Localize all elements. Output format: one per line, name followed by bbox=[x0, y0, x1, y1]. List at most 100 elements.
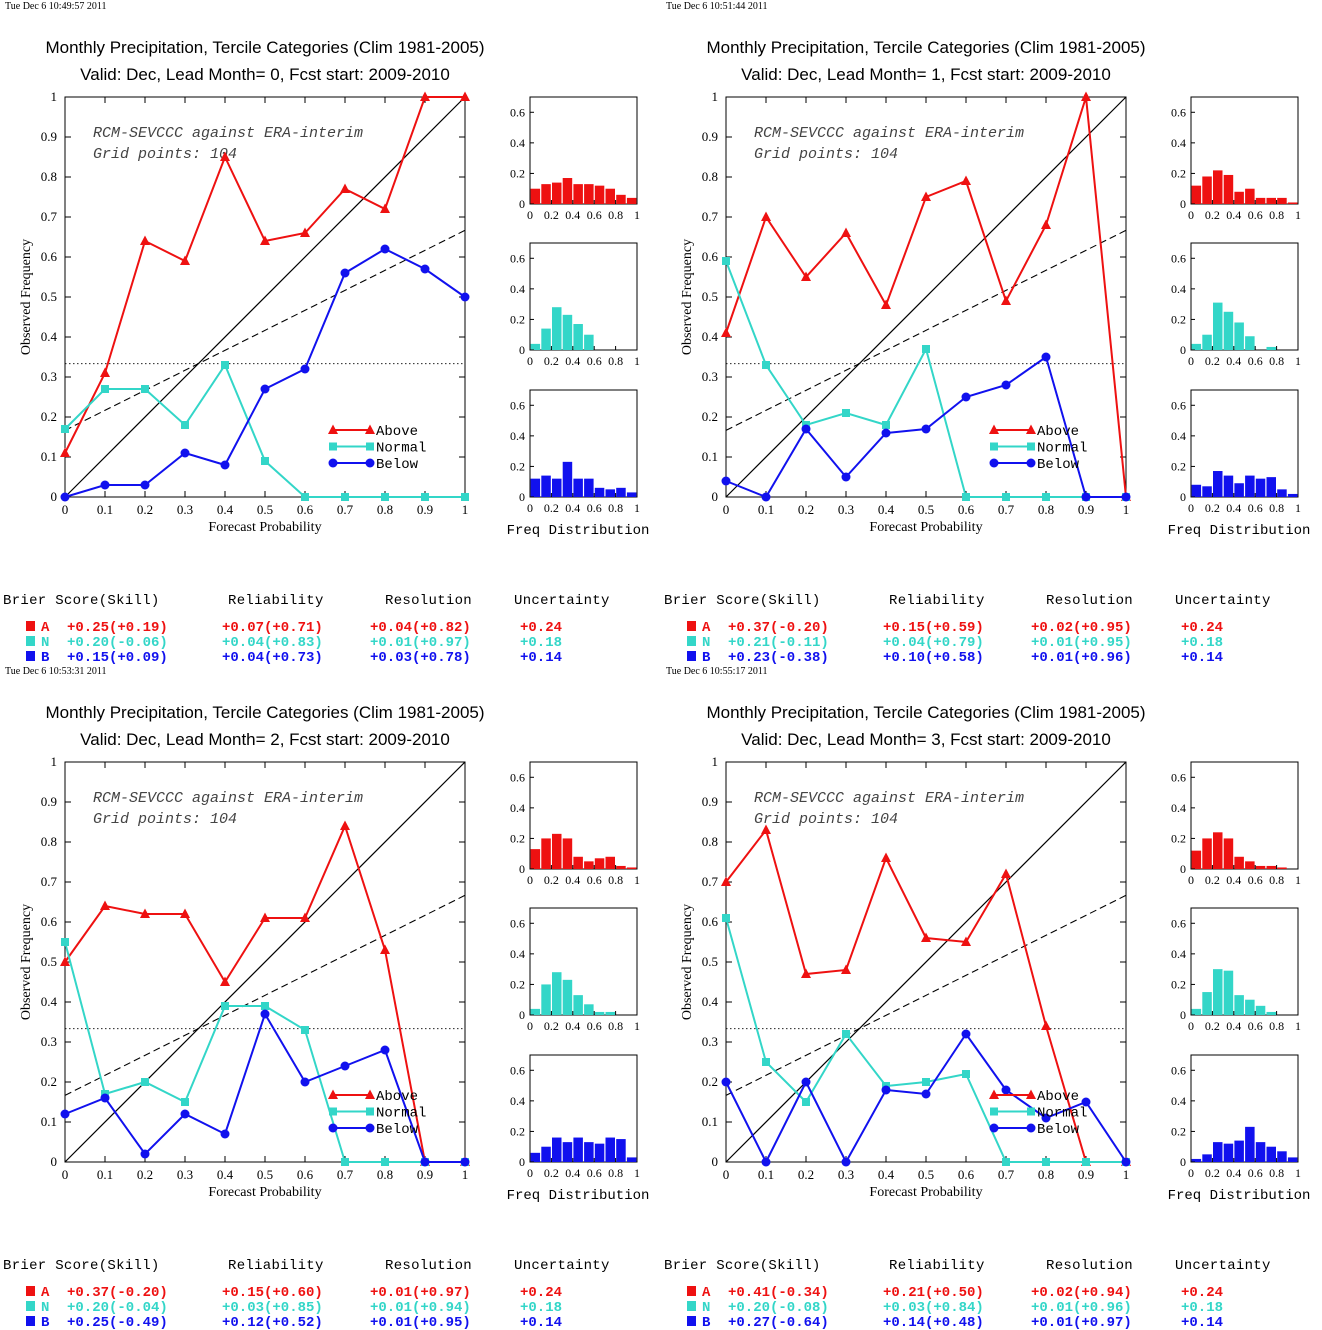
histogram-bar bbox=[1245, 1126, 1255, 1162]
hist-x-tick-label: 1 bbox=[634, 354, 640, 368]
hist-y-tick-label: 0 bbox=[519, 1008, 525, 1022]
histogram-bar bbox=[541, 1146, 551, 1162]
x-tick-label: 1 bbox=[1123, 1167, 1130, 1182]
x-tick-label: 0.7 bbox=[337, 1167, 354, 1182]
histogram-bar bbox=[1277, 867, 1287, 869]
freq-distribution-label: Freq Distribution bbox=[507, 523, 650, 539]
score-value: +0.24 bbox=[1181, 1285, 1223, 1301]
data-point bbox=[801, 968, 811, 978]
data-point bbox=[340, 268, 350, 278]
hist-x-tick-label: 0.4 bbox=[565, 354, 580, 368]
legend-marker bbox=[989, 1123, 999, 1133]
legend-marker bbox=[328, 1123, 338, 1133]
hist-x-tick-label: 0.4 bbox=[1226, 1019, 1241, 1033]
score-header: Uncertainty bbox=[514, 1258, 610, 1274]
data-point bbox=[1001, 295, 1011, 305]
histogram-bar bbox=[530, 849, 541, 869]
data-point bbox=[1041, 1020, 1051, 1030]
data-point bbox=[881, 428, 891, 438]
histogram-bar bbox=[573, 324, 583, 350]
data-point bbox=[341, 1158, 349, 1166]
score-value: +0.07(+0.71) bbox=[222, 620, 323, 636]
hist-x-tick-label: 0.6 bbox=[1248, 873, 1263, 887]
y-tick-label: 0.1 bbox=[41, 1114, 57, 1129]
histogram-bar bbox=[1202, 334, 1212, 350]
legend-marker bbox=[329, 442, 337, 451]
histogram-bar bbox=[1287, 202, 1298, 204]
timestamp: Tue Dec 6 10:55:17 2011 bbox=[666, 666, 767, 677]
hist-x-tick-label: 0.4 bbox=[565, 873, 580, 887]
score-row-swatch bbox=[26, 651, 35, 661]
data-point bbox=[261, 1002, 269, 1010]
histogram-bar bbox=[594, 858, 605, 869]
data-point bbox=[180, 448, 190, 458]
data-point bbox=[141, 1078, 149, 1086]
histogram-bar bbox=[1234, 995, 1244, 1015]
hist-y-tick-label: 0.6 bbox=[510, 105, 525, 119]
hist-x-tick-label: 0.2 bbox=[544, 501, 559, 515]
data-point bbox=[220, 151, 230, 161]
histogram-bar bbox=[616, 865, 626, 869]
hist-x-tick-label: 0 bbox=[1188, 501, 1194, 515]
x-axis-label: Forecast Probability bbox=[869, 1185, 982, 1200]
legend-label: Normal bbox=[376, 1106, 426, 1122]
histogram-bar bbox=[1213, 471, 1223, 497]
hist-y-tick-label: 0.6 bbox=[1171, 770, 1186, 784]
y-tick-label: 0 bbox=[51, 1154, 58, 1169]
score-value: +0.20(-0.04) bbox=[67, 1300, 168, 1316]
hist-x-tick-label: 1 bbox=[1295, 1166, 1301, 1180]
hist-x-tick-label: 1 bbox=[634, 208, 640, 222]
y-tick-label: 0.5 bbox=[41, 954, 57, 969]
y-tick-label: 0.9 bbox=[702, 794, 718, 809]
histogram-bar bbox=[562, 979, 573, 1015]
y-tick-label: 0.7 bbox=[41, 874, 58, 889]
timestamp: Tue Dec 6 10:49:57 2011 bbox=[5, 1, 106, 12]
data-point bbox=[420, 1157, 430, 1167]
histogram-bar bbox=[530, 1152, 541, 1162]
freq-histogram-below: 0 0.2 0.4 0.6 0 0.2 0.4 0.6 0.8 1 bbox=[510, 1054, 640, 1180]
score-value: +0.18 bbox=[520, 1300, 562, 1316]
hist-x-tick-label: 1 bbox=[1295, 1019, 1301, 1033]
histogram-bar bbox=[605, 489, 615, 497]
score-row-swatch bbox=[687, 1286, 696, 1296]
hist-y-tick-label: 0.4 bbox=[1171, 1094, 1186, 1108]
note-gridpoints: Grid points: 104 bbox=[754, 811, 898, 828]
no-skill-line bbox=[725, 894, 1127, 1096]
histogram-bar bbox=[1245, 188, 1255, 204]
y-tick-label: 0.3 bbox=[41, 369, 57, 384]
score-value: +0.04(+0.82) bbox=[370, 620, 471, 636]
score-row-letter: A bbox=[41, 620, 50, 636]
chart-subtitle: Valid: Dec, Lead Month= 1, Fcst start: 2… bbox=[741, 65, 1111, 84]
hist-x-tick-label: 0 bbox=[527, 873, 533, 887]
hist-x-tick-label: 0.4 bbox=[565, 208, 580, 222]
data-point bbox=[101, 385, 109, 393]
hist-x-tick-label: 1 bbox=[1295, 501, 1301, 515]
perfect-reliability-line bbox=[725, 96, 1127, 498]
data-point bbox=[420, 91, 430, 101]
data-point bbox=[1042, 493, 1050, 501]
hist-x-tick-label: 0.4 bbox=[1226, 354, 1241, 368]
hist-x-tick-label: 1 bbox=[634, 873, 640, 887]
series-below bbox=[721, 352, 1131, 502]
score-value: +0.25(+0.19) bbox=[67, 620, 168, 636]
score-value: +0.04(+0.79) bbox=[883, 635, 984, 651]
note-gridpoints: Grid points: 104 bbox=[754, 146, 898, 163]
score-header: Resolution bbox=[385, 1258, 472, 1274]
y-tick-label: 0.4 bbox=[702, 994, 719, 1009]
series-above bbox=[721, 824, 1131, 1166]
x-tick-label: 0.7 bbox=[998, 502, 1015, 517]
data-point bbox=[922, 1078, 930, 1086]
histogram-bar bbox=[1191, 484, 1202, 497]
hist-y-tick-label: 0.4 bbox=[1171, 947, 1186, 961]
data-point bbox=[261, 457, 269, 465]
hist-x-tick-label: 0.4 bbox=[565, 1166, 580, 1180]
data-point bbox=[1002, 1158, 1010, 1166]
histogram-bar bbox=[562, 461, 573, 497]
histogram-bar bbox=[1277, 1151, 1287, 1162]
legend-marker bbox=[989, 458, 999, 468]
hist-x-tick-label: 0.2 bbox=[1205, 1166, 1220, 1180]
y-tick-label: 0.4 bbox=[41, 329, 58, 344]
x-tick-label: 0.6 bbox=[297, 1167, 314, 1182]
data-point bbox=[801, 271, 811, 281]
